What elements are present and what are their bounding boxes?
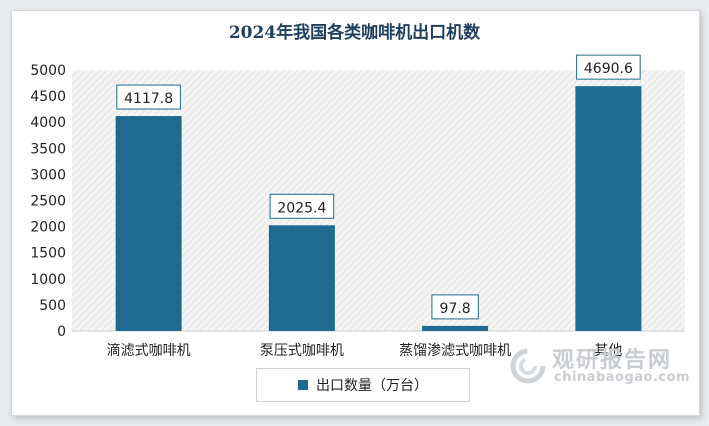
legend-label: 出口数量（万台） [316, 378, 428, 394]
watermark: 观研报告网 chinabaogao.com [508, 342, 698, 388]
y-tick-label: 4000 [30, 115, 66, 131]
x-tick-label: 泵压式咖啡机 [260, 343, 344, 359]
data-label: 4117.8 [124, 91, 173, 107]
data-label-box [269, 193, 335, 219]
watermark-url: chinabaogao.com [554, 370, 691, 385]
watermark-name: 观研报告网 [552, 348, 673, 373]
y-tick-label: 0 [57, 324, 66, 340]
y-tick-label: 1500 [30, 246, 66, 262]
y-tick-label: 1000 [30, 272, 66, 288]
bar [422, 325, 489, 331]
bar [575, 86, 642, 331]
legend: 出口数量（万台） [256, 368, 470, 402]
legend-swatch [298, 380, 308, 390]
y-tick-label: 3500 [30, 141, 66, 157]
data-label-box [576, 54, 641, 80]
x-tick-label: 滴滤式咖啡机 [107, 342, 191, 359]
y-tick-label: 2000 [30, 220, 66, 236]
bar [268, 225, 335, 331]
y-tick-label: 500 [39, 298, 66, 314]
data-label: 2025.4 [277, 200, 326, 216]
data-label: 97.8 [440, 301, 471, 317]
y-tick-label: 2500 [30, 194, 66, 210]
y-tick-label: 5000 [30, 63, 66, 79]
data-label: 4690.6 [584, 61, 633, 77]
x-tick-label: 蒸馏渗滤式咖啡机 [399, 343, 511, 359]
y-tick-label: 3000 [30, 167, 66, 183]
y-tick-label: 4500 [30, 89, 66, 105]
chart-title: 2024年我国各类咖啡机出口机数 [228, 23, 481, 43]
bar [115, 116, 182, 331]
data-label-box [431, 294, 479, 320]
swirl-logo-icon [510, 348, 546, 384]
x-tick-label: 其他 [594, 343, 622, 359]
data-label-box [116, 84, 181, 110]
